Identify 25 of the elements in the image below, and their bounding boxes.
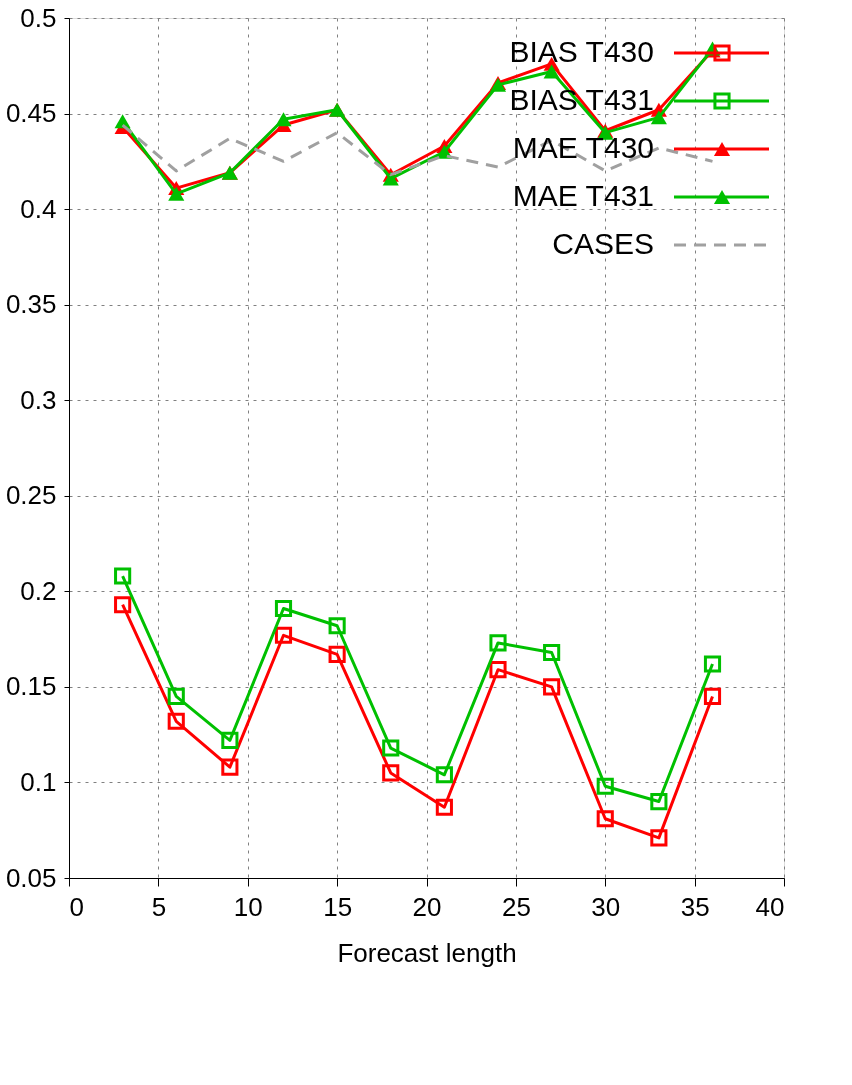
- y-tick-label: 0.05: [5, 862, 57, 893]
- y-tick-label: 0.2: [20, 575, 57, 606]
- y-tick-label: 0.3: [20, 384, 57, 415]
- x-tick-label: 30: [591, 891, 621, 922]
- y-tick-label: 0.15: [5, 671, 57, 702]
- x-tick-label: 20: [412, 891, 442, 922]
- x-tick-label: 15: [323, 891, 353, 922]
- y-tick-label: 0.1: [20, 766, 57, 797]
- legend-label: CASES: [552, 227, 654, 260]
- y-tick-label: 0.25: [5, 480, 57, 511]
- y-tick-label: 0.5: [20, 2, 57, 33]
- legend-label: BIAS T431: [509, 83, 654, 116]
- x-tick-label: 40: [755, 891, 785, 922]
- x-tick-label: 35: [680, 891, 710, 922]
- x-tick-label: 10: [233, 891, 263, 922]
- x-tick-label: 5: [151, 891, 167, 922]
- x-axis-title: Forecast length: [337, 937, 517, 968]
- legend-label: MAE T431: [512, 179, 654, 212]
- y-tick-label: 0.35: [5, 289, 57, 320]
- x-tick-label: 0: [69, 891, 84, 922]
- legend-label: MAE T430: [512, 131, 654, 164]
- x-tick-label: 25: [501, 891, 531, 922]
- legend-label: BIAS T430: [509, 35, 654, 68]
- y-tick-label: 0.45: [5, 98, 57, 129]
- y-tick-label: 0.4: [20, 193, 57, 224]
